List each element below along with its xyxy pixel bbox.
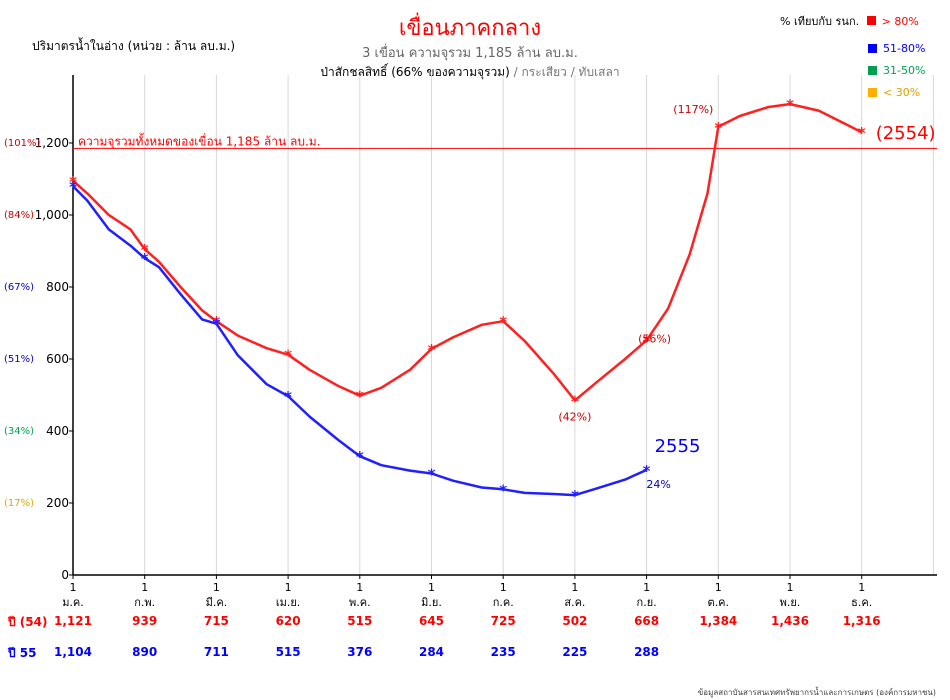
- series-point-0: *: [499, 313, 507, 331]
- table-cell-2554: 1,121: [43, 614, 103, 628]
- table-cell-2554: 1,436: [760, 614, 820, 628]
- table-cell-2555: 376: [330, 645, 390, 659]
- series-point-1: *: [356, 448, 364, 466]
- x-tick-month: ม.ค.: [62, 596, 84, 609]
- table-cell-2555: 711: [186, 645, 246, 659]
- table-cell-2554: 725: [473, 614, 533, 628]
- table-cell-2554: 715: [186, 614, 246, 628]
- x-tick-day: 1: [213, 581, 220, 594]
- table-cell-2555: 284: [402, 645, 462, 659]
- table-cell-2555: 288: [617, 645, 677, 659]
- y-tick-label: 0: [61, 568, 69, 582]
- x-tick-day: 1: [70, 581, 77, 594]
- data-annotation: 24%: [646, 478, 670, 491]
- table-cell-2554: 502: [545, 614, 605, 628]
- series-point-1: *: [428, 465, 436, 483]
- series-name-label: (2554): [876, 123, 936, 144]
- x-tick-day: 1: [787, 581, 794, 594]
- series-point-0: *: [428, 341, 436, 359]
- x-tick-day: 1: [500, 581, 507, 594]
- table-cell-2554: 668: [617, 614, 677, 628]
- table-cell-2555: 515: [258, 645, 318, 659]
- table-cell-2554: 1,316: [832, 614, 892, 628]
- x-tick-day: 1: [571, 581, 578, 594]
- series-point-1: *: [499, 481, 507, 499]
- series-point-1: *: [284, 388, 292, 406]
- table-cell-2554: 1,384: [688, 614, 748, 628]
- series-point-0: *: [714, 119, 722, 137]
- x-tick-day: 1: [428, 581, 435, 594]
- series-point-1: *: [571, 487, 579, 505]
- x-tick-day: 1: [285, 581, 292, 594]
- y-tick-label: 1,000: [35, 208, 69, 222]
- data-annotation: (56%): [638, 332, 671, 345]
- data-annotation: (42%): [558, 410, 591, 423]
- series-point-0: *: [356, 388, 364, 406]
- x-tick-day: 1: [858, 581, 865, 594]
- y-percent-label: (101%): [4, 138, 40, 149]
- x-tick-month: ธ.ค.: [851, 596, 872, 609]
- table-cell-2555: 225: [545, 645, 605, 659]
- source-note: ข้อมูลสถาบันสารสนเทศทรัพยากรน้ำและการเกษ…: [698, 686, 936, 699]
- table-row-2555-label: ปี 55: [8, 644, 37, 663]
- series-point-0: *: [786, 96, 794, 114]
- capacity-line-label: ความจุรวมทั้งหมดของเขื่อน 1,185 ล้าน ลบ.…: [78, 132, 321, 149]
- table-row-2554-label: ปี (54): [8, 613, 47, 632]
- y-percent-label: (17%): [4, 498, 34, 509]
- table-cell-2554: 515: [330, 614, 390, 628]
- data-annotation: (117%): [673, 103, 713, 116]
- x-tick-month: ต.ค.: [708, 596, 730, 609]
- series-point-1: *: [141, 250, 149, 268]
- y-tick-label: 200: [46, 496, 69, 510]
- x-tick-month: ก.ย.: [637, 596, 657, 609]
- x-tick-month: มิ.ย.: [421, 596, 442, 609]
- x-tick-month: เม.ย.: [276, 596, 300, 609]
- table-cell-2554: 939: [115, 614, 175, 628]
- table-cell-2555: 235: [473, 645, 533, 659]
- x-tick-month: ส.ค.: [564, 596, 585, 609]
- series-point-1: *: [212, 316, 220, 334]
- table-cell-2555: 1,104: [43, 645, 103, 659]
- y-percent-label: (34%): [4, 426, 34, 437]
- table-cell-2555: 890: [115, 645, 175, 659]
- x-tick-day: 1: [715, 581, 722, 594]
- y-tick-label: 800: [46, 280, 69, 294]
- series-point-1: *: [69, 178, 77, 196]
- x-tick-day: 1: [643, 581, 650, 594]
- series-point-0: *: [571, 392, 579, 410]
- x-tick-month: ก.ค.: [493, 596, 514, 609]
- y-percent-label: (84%): [4, 210, 34, 221]
- x-tick-month: ก.พ.: [134, 596, 155, 609]
- x-tick-month: พ.ค.: [349, 596, 371, 609]
- x-tick-month: มี.ค.: [206, 596, 228, 609]
- series-name-label: 2555: [655, 436, 701, 457]
- y-percent-label: (67%): [4, 282, 34, 293]
- y-tick-label: 400: [46, 424, 69, 438]
- table-cell-2554: 645: [402, 614, 462, 628]
- series-point-0: *: [284, 347, 292, 365]
- y-percent-label: (51%): [4, 354, 34, 365]
- series-point-0: *: [858, 124, 866, 142]
- y-tick-label: 600: [46, 352, 69, 366]
- x-tick-day: 1: [141, 581, 148, 594]
- x-tick-month: พ.ย.: [780, 596, 801, 609]
- x-tick-day: 1: [356, 581, 363, 594]
- table-cell-2554: 620: [258, 614, 318, 628]
